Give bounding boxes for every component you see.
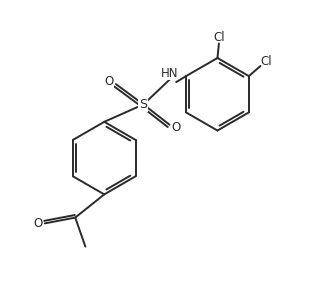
Text: HN: HN bbox=[161, 67, 178, 80]
Text: Cl: Cl bbox=[260, 54, 271, 67]
Text: O: O bbox=[34, 217, 43, 231]
Text: O: O bbox=[171, 120, 181, 134]
Text: Cl: Cl bbox=[213, 30, 225, 44]
Text: O: O bbox=[105, 75, 114, 88]
Text: S: S bbox=[139, 98, 147, 111]
